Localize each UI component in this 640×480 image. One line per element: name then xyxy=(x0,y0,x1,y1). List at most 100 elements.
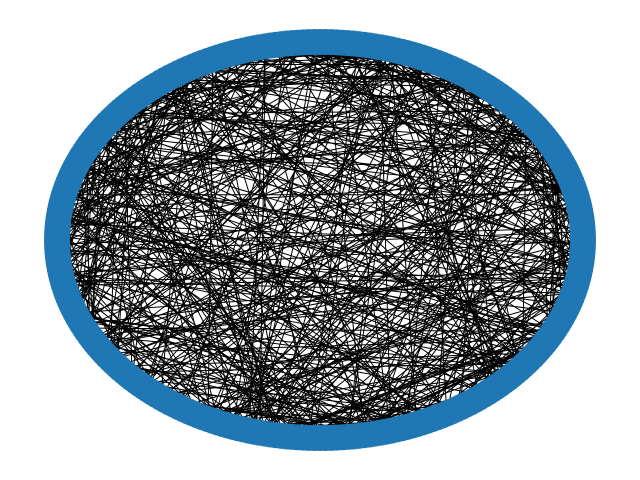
graph-edge xyxy=(56,231,359,437)
graph-edge xyxy=(222,133,543,425)
graph-edge xyxy=(135,380,402,429)
graph-edge xyxy=(60,272,556,329)
graph-edge xyxy=(132,52,407,102)
graph-edge xyxy=(400,82,480,429)
graph-edge xyxy=(103,151,556,354)
graph-edge xyxy=(178,72,565,314)
graph-edge xyxy=(275,166,565,436)
graph-edge xyxy=(275,44,370,435)
graph-edge xyxy=(188,68,480,83)
graph-edge xyxy=(319,288,575,439)
graph-edge xyxy=(110,113,118,360)
graph-edge xyxy=(94,74,466,343)
graph-edge xyxy=(60,272,407,428)
graph-edge xyxy=(198,352,537,416)
graph-edge xyxy=(217,349,540,424)
graph-edge xyxy=(103,126,261,433)
graph-edge xyxy=(212,123,534,422)
graph-edge xyxy=(174,74,359,437)
graph-node xyxy=(569,222,596,249)
graph-edge xyxy=(63,58,214,286)
graph-edge xyxy=(352,43,574,188)
graph-edge xyxy=(57,222,583,245)
graph-edge xyxy=(183,70,413,426)
graph-edge xyxy=(297,198,578,438)
graph-edge xyxy=(148,389,442,416)
graph-edge xyxy=(193,66,582,266)
graph-edge xyxy=(368,45,579,204)
graph-edge xyxy=(330,247,584,439)
graph-edge xyxy=(286,43,584,241)
graph-edge xyxy=(97,48,392,347)
graph-edge xyxy=(270,45,512,105)
graph-edge xyxy=(281,43,497,388)
graph-edge xyxy=(341,104,513,438)
graph-edge xyxy=(56,243,304,439)
graph-edge xyxy=(104,338,548,354)
graph-edge xyxy=(77,70,185,317)
graph-edge xyxy=(57,45,370,229)
graph-edge xyxy=(160,272,580,399)
graph-edge xyxy=(139,95,546,138)
graph-edge xyxy=(248,46,266,431)
graph-edge xyxy=(56,239,523,367)
graph-edge xyxy=(64,190,219,423)
graph-edge xyxy=(63,100,509,196)
graph-edge xyxy=(207,251,583,420)
graph-edge xyxy=(58,62,438,220)
graph-edge xyxy=(474,79,583,257)
graph-edge xyxy=(92,140,577,196)
graph-edge xyxy=(86,89,149,332)
graph-edge xyxy=(147,89,574,294)
graph-edge xyxy=(77,316,442,416)
graph-edge xyxy=(83,116,115,329)
graph-edge xyxy=(124,107,563,164)
graph-edge xyxy=(143,45,272,388)
graph-edge xyxy=(160,45,370,398)
graph-edge xyxy=(303,41,540,131)
graph-edge xyxy=(63,194,537,354)
graph-edge xyxy=(97,84,484,135)
graph-edge xyxy=(97,133,488,393)
graph-edge xyxy=(75,312,462,408)
graph-edge xyxy=(431,144,551,420)
graph-edge xyxy=(330,41,509,379)
graph-edge xyxy=(62,272,580,282)
graph-edge xyxy=(116,113,288,437)
graph-edge xyxy=(94,342,433,420)
graph-edge xyxy=(86,148,91,336)
graph-edge xyxy=(67,81,480,298)
graph-edge xyxy=(152,87,527,364)
graph-edge xyxy=(259,130,540,434)
graph-edge xyxy=(165,79,554,333)
graph-edge xyxy=(143,62,438,388)
graph-edge xyxy=(178,72,548,142)
graph-edge xyxy=(148,76,471,91)
graph-edge xyxy=(160,81,575,192)
graph-edge xyxy=(86,148,145,388)
graph-edge xyxy=(77,316,520,370)
graph-edge xyxy=(197,64,497,388)
graph-edge xyxy=(165,79,488,88)
graph-edge xyxy=(97,133,574,188)
graph-edge xyxy=(110,119,583,249)
graph-edge xyxy=(275,194,577,436)
graph-edge xyxy=(56,46,261,245)
graph-edge xyxy=(63,194,574,294)
graph-edge xyxy=(57,227,583,245)
graph-edge xyxy=(77,147,554,318)
graph-edge xyxy=(131,44,365,379)
graph-edge xyxy=(104,126,561,160)
graph-edge xyxy=(259,362,527,434)
graph-edge xyxy=(525,116,574,294)
graph-edge xyxy=(264,82,480,434)
graph-edge xyxy=(313,45,370,439)
graph-edge xyxy=(363,44,577,286)
graph-edge xyxy=(56,235,569,306)
graph-edge xyxy=(69,92,497,180)
node-layer xyxy=(44,29,596,451)
graph-edge xyxy=(139,95,219,423)
graph-edge xyxy=(117,113,548,142)
graph-edge xyxy=(135,98,583,249)
